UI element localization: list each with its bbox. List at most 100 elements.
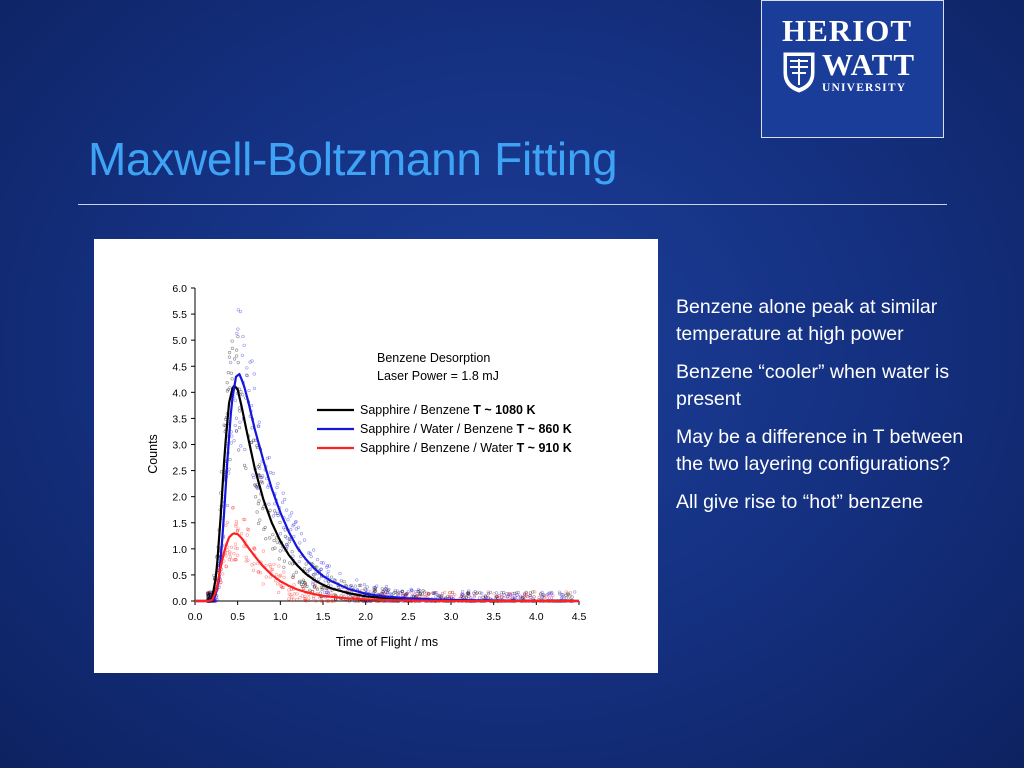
data-point [382, 591, 386, 595]
data-point [547, 594, 551, 598]
data-point [295, 592, 299, 596]
data-point [259, 476, 263, 480]
data-point [257, 473, 261, 477]
data-point [256, 424, 260, 428]
data-point [400, 590, 404, 594]
data-point [225, 548, 229, 552]
data-point [242, 343, 246, 347]
x-tick-label: 0.5 [230, 611, 245, 623]
data-point [410, 589, 414, 593]
data-point [295, 597, 299, 602]
data-point [448, 591, 452, 595]
data-point [416, 590, 420, 594]
data-point [443, 590, 447, 594]
data-point [330, 599, 334, 603]
data-point [225, 520, 229, 524]
data-point [289, 527, 293, 532]
data-point [515, 593, 519, 597]
data-point [472, 591, 476, 595]
data-point [305, 569, 310, 573]
data-point [221, 572, 225, 576]
data-point [528, 591, 532, 595]
data-point [311, 596, 316, 601]
data-point [231, 505, 235, 510]
data-point [510, 596, 514, 600]
data-point [312, 585, 316, 589]
data-point [275, 540, 279, 544]
data-point [235, 546, 239, 551]
data-point [285, 544, 290, 548]
data-point [208, 590, 212, 594]
data-point [233, 423, 237, 428]
data-point [271, 533, 275, 537]
data-point [272, 562, 276, 566]
y-tick-label: 4.0 [172, 387, 187, 399]
data-point [229, 545, 234, 549]
data-point [400, 590, 405, 594]
data-point [255, 510, 259, 514]
data-point [260, 481, 265, 485]
data-point [267, 455, 271, 460]
data-point [233, 542, 238, 546]
data-point [404, 592, 408, 596]
data-point [273, 578, 278, 583]
data-point [499, 596, 504, 600]
data-point [410, 591, 414, 595]
data-point [225, 503, 230, 508]
data-point [541, 595, 545, 599]
data-point [421, 589, 425, 593]
data-point [418, 589, 422, 593]
data-point [291, 575, 295, 579]
data-point [542, 595, 546, 599]
data-point [409, 587, 413, 591]
data-point [317, 577, 321, 581]
legend-entry: Sapphire / Benzene T ~ 1080 K [360, 403, 535, 417]
data-point [355, 578, 359, 582]
data-point [292, 522, 296, 527]
data-point [234, 416, 239, 420]
data-point [278, 573, 282, 578]
data-point [466, 591, 470, 595]
data-point [207, 592, 211, 597]
legend-entry: Sapphire / Water / Benzene T ~ 860 K [360, 422, 572, 436]
data-point [446, 594, 450, 598]
data-point [253, 495, 258, 499]
y-tick-label: 2.0 [172, 492, 187, 504]
data-point [545, 596, 549, 600]
data-point [233, 558, 237, 562]
data-point [213, 599, 217, 603]
data-point [250, 563, 254, 567]
data-point [437, 594, 441, 598]
data-point [247, 388, 251, 393]
data-point [453, 593, 457, 597]
data-point [381, 590, 385, 594]
data-point [380, 587, 384, 591]
data-point [258, 463, 262, 467]
data-point [303, 597, 308, 601]
data-point [323, 590, 327, 594]
data-point [304, 562, 308, 566]
data-point [231, 506, 235, 510]
data-point [483, 594, 488, 598]
data-point [256, 570, 260, 574]
data-point [206, 593, 210, 597]
data-point [401, 593, 405, 597]
data-point [460, 590, 465, 594]
data-point [347, 599, 351, 603]
data-point [460, 593, 464, 597]
data-point [392, 591, 396, 595]
data-point [292, 583, 296, 587]
data-point [239, 444, 243, 448]
data-point [409, 588, 414, 592]
data-point [304, 599, 308, 603]
data-point [291, 573, 296, 577]
data-point [242, 544, 246, 548]
y-tick-label: 3.5 [172, 413, 187, 425]
data-point [325, 565, 329, 569]
data-point [246, 528, 251, 532]
data-point [263, 525, 267, 530]
data-point [251, 473, 255, 477]
data-point [473, 590, 477, 594]
y-tick-label: 5.5 [172, 309, 187, 321]
data-point [315, 586, 319, 590]
